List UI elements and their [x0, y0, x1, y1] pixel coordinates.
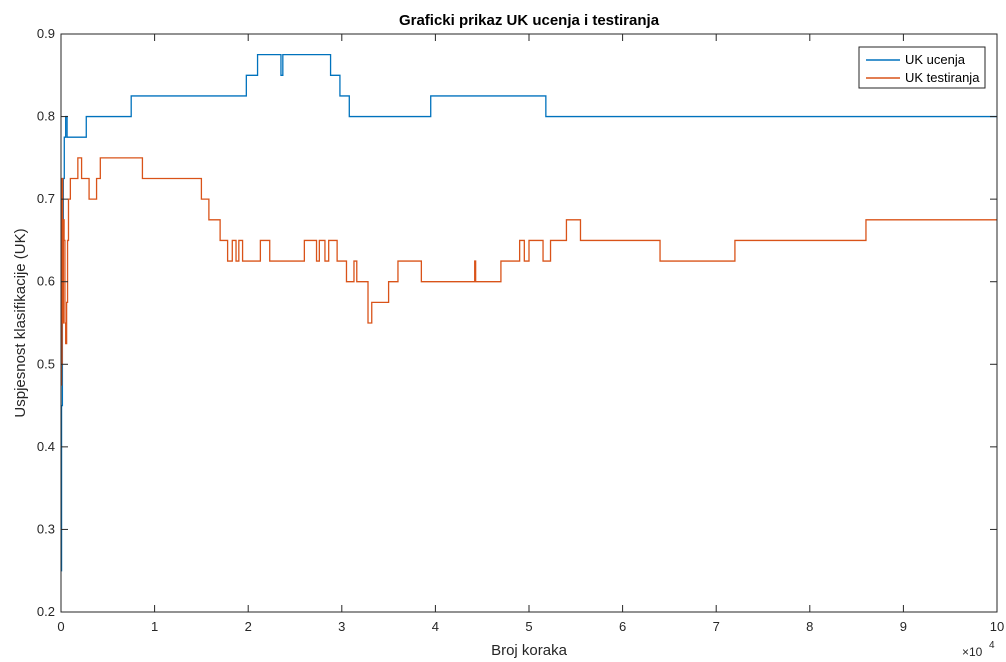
x-axis-label: Broj koraka — [491, 642, 568, 659]
y-tick-label: 0.3 — [37, 521, 55, 536]
legend-box — [858, 46, 986, 89]
y-tick-label: 0.8 — [37, 109, 55, 124]
y-tick-label: 0.7 — [37, 191, 55, 206]
x-exponent-label: ×10 4 — [962, 640, 995, 659]
x-tick-label: 6 — [619, 619, 626, 634]
plot-area — [61, 34, 997, 612]
y-tick-label: 0.4 — [37, 439, 55, 454]
x-multiplier-exponent: 4 — [989, 640, 995, 651]
legend: UK ucenja UK testiranja — [858, 46, 986, 89]
y-tick-label: 0.6 — [37, 274, 55, 289]
x-tick-label: 3 — [338, 619, 345, 634]
x-multiplier-text: ×10 — [962, 645, 983, 659]
x-tick-label: 9 — [900, 619, 907, 634]
x-tick-label: 8 — [806, 619, 813, 634]
series-line-0 — [60, 53, 997, 572]
y-tick-label: 0.2 — [37, 604, 55, 619]
series-layer — [60, 53, 997, 572]
y-axis-label: Uspjesnost klasifikacije (UK) — [12, 228, 29, 417]
series-line-1 — [60, 157, 997, 386]
axes-layer: 0 1 2 3 4 5 6 7 8 9 10 0.2 0.3 0.4 0.5 0.6 0.7 0.8 0.9 — [37, 26, 1004, 634]
x-tick-label: 10 — [990, 619, 1004, 634]
x-tick-label: 1 — [151, 619, 158, 634]
x-tick-label: 0 — [57, 619, 64, 634]
chart-title: Graficki prikaz UK ucenja i testiranja — [399, 12, 660, 29]
legend-label-testiranja: UK testiranja — [905, 70, 980, 85]
x-tick-label: 5 — [525, 619, 532, 634]
x-tick-label: 7 — [713, 619, 720, 634]
y-tick-label: 0.9 — [37, 26, 55, 41]
legend-label-ucenja: UK ucenja — [905, 52, 966, 67]
x-tick-label: 4 — [432, 619, 439, 634]
y-tick-label: 0.5 — [37, 356, 55, 371]
x-tick-label: 2 — [245, 619, 252, 634]
